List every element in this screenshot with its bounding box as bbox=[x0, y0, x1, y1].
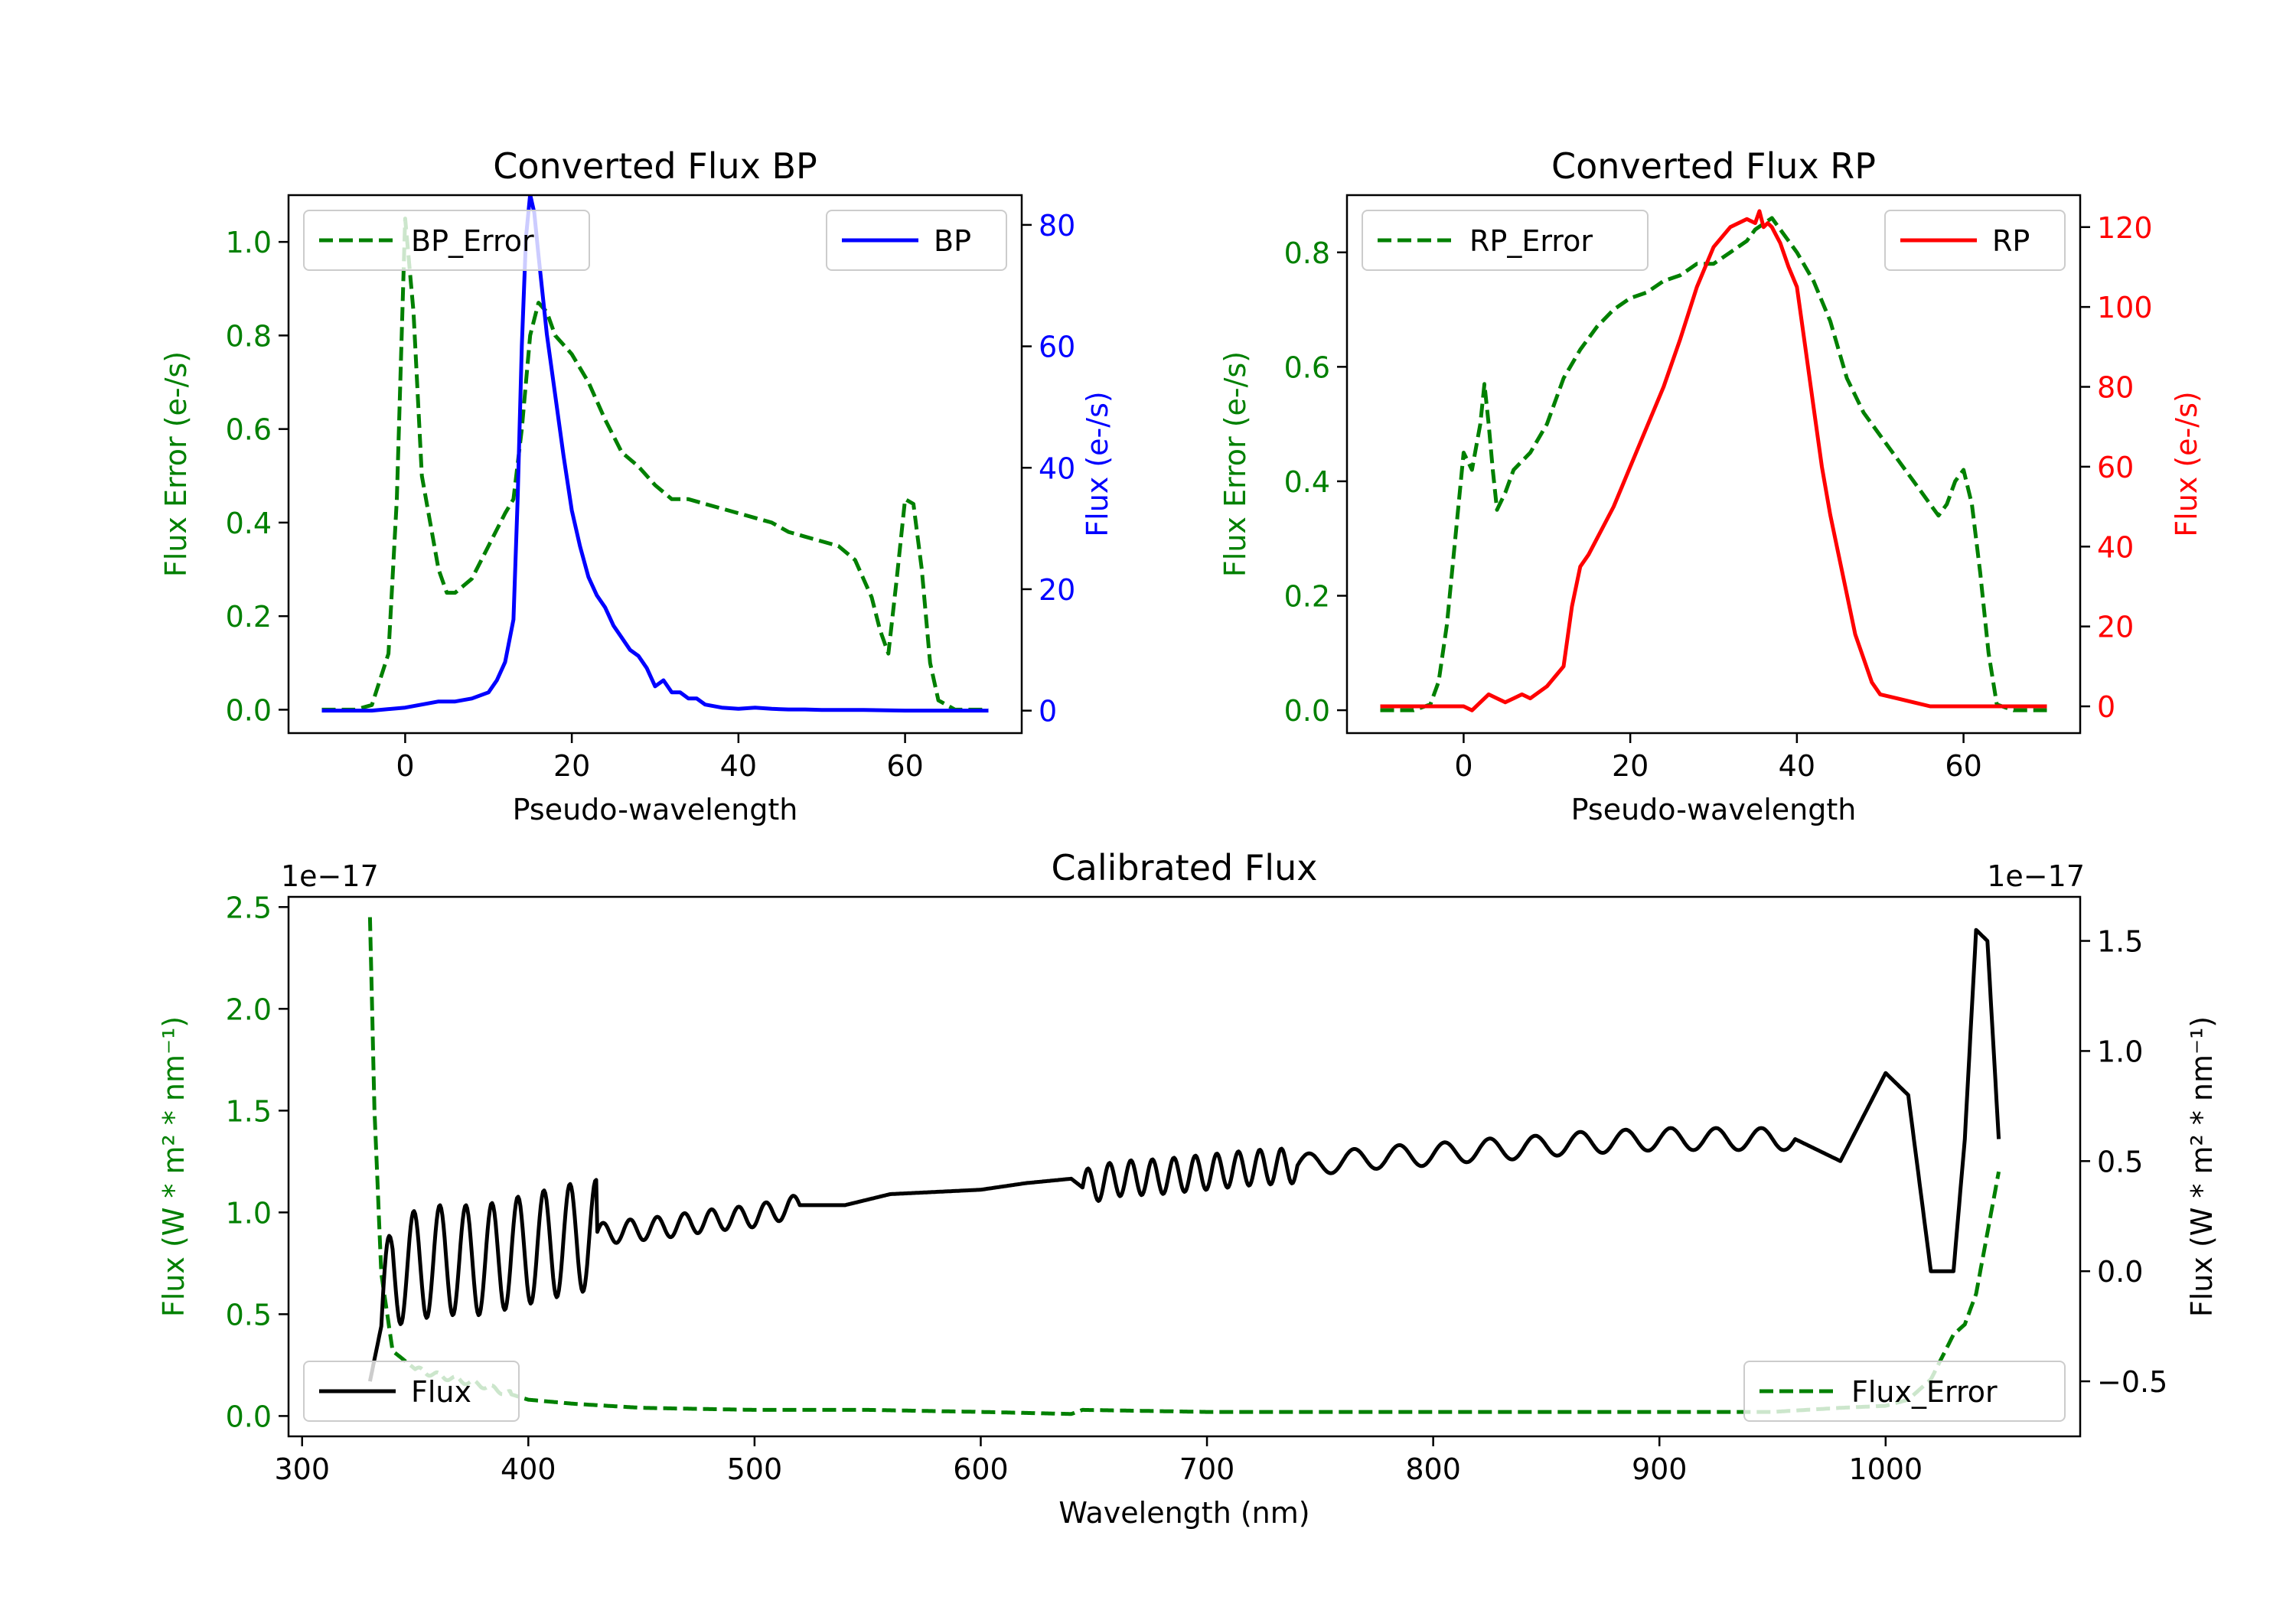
bp-left-tick-label: 0.4 bbox=[226, 507, 272, 540]
bp-right-tick-label: 0 bbox=[1039, 695, 1057, 729]
bp-right-tick-label: 20 bbox=[1039, 573, 1075, 607]
cal-right-tick-label: 1.0 bbox=[2097, 1035, 2143, 1068]
rp-axes-frame bbox=[1345, 194, 2082, 735]
cal-legend-box bbox=[1743, 1361, 2066, 1422]
rp-left-tick-label: 0.2 bbox=[1284, 580, 1330, 614]
rp-left-tick-label: 0.4 bbox=[1284, 465, 1330, 499]
cal-legend-flux: Flux bbox=[303, 1361, 520, 1422]
bp-legend-bp-error: BP_Error bbox=[303, 210, 590, 271]
cal-xtick-label: 900 bbox=[1632, 1452, 1688, 1486]
cal-xtick-label: 400 bbox=[501, 1452, 556, 1486]
rp-left-tick-label: 0.8 bbox=[1284, 236, 1330, 270]
bp-panel: Converted Flux BP 0 20 40 60 Pseudo-wavelengt… bbox=[159, 145, 1114, 826]
rp-right-tick-label: 0 bbox=[2097, 690, 2115, 724]
cal-left-tick-label: 1.0 bbox=[226, 1196, 272, 1230]
rp-right-tick-label: 60 bbox=[2097, 451, 2134, 484]
cal-left-tick-label: 2.5 bbox=[226, 891, 272, 924]
bp-legend-bp: BP bbox=[826, 210, 1007, 271]
cal-right-tick-label: 0.5 bbox=[2097, 1145, 2143, 1178]
bp-legend-label: BP bbox=[934, 224, 971, 258]
rp-left-tick-label: 0.6 bbox=[1284, 350, 1330, 384]
bp-xtick-label: 20 bbox=[553, 749, 590, 783]
cal-legend-label: Flux bbox=[411, 1375, 471, 1409]
cal-series-flux bbox=[367, 927, 2001, 1382]
rp-xtick-label: 40 bbox=[1779, 749, 1815, 783]
rp-right-tick-label: 40 bbox=[2097, 530, 2134, 564]
cal-legend-label: Flux_Error bbox=[1851, 1375, 1998, 1409]
rp-legend-rp-error: RP_Error bbox=[1362, 210, 1649, 271]
rp-xtick-label: 60 bbox=[1945, 749, 1981, 783]
rp-xtick-label: 0 bbox=[1454, 749, 1473, 783]
cal-xlabel: Wavelength (nm) bbox=[1058, 1496, 1309, 1530]
calibrated-panel: Calibrated Flux 300 400 500 600 700 800 900 1000… bbox=[157, 847, 2219, 1530]
rp-legend-box bbox=[1362, 210, 1649, 271]
cal-xtick-label: 300 bbox=[274, 1452, 330, 1486]
rp-xtick-label: 20 bbox=[1612, 749, 1649, 783]
rp-left-tick-label: 0.0 bbox=[1284, 694, 1330, 728]
cal-series-flux-error bbox=[367, 917, 2001, 1416]
bp-axes-frame bbox=[287, 194, 1023, 735]
cal-left-tick-label: 1.5 bbox=[226, 1094, 272, 1128]
rp-right-tick-label: 100 bbox=[2097, 291, 2153, 324]
bp-series-bp bbox=[321, 195, 989, 713]
bp-right-axis-label: Flux (e-/s) bbox=[1081, 391, 1114, 536]
rp-right-tick-label: 80 bbox=[2097, 371, 2134, 405]
cal-xtick-label: 500 bbox=[727, 1452, 783, 1486]
bp-left-tick-label: 1.0 bbox=[226, 226, 272, 259]
cal-axes-frame bbox=[287, 895, 2082, 1438]
bp-right-tick-label: 60 bbox=[1039, 331, 1075, 364]
cal-xtick-label: 1000 bbox=[1848, 1452, 1923, 1486]
bp-right-tick-label: 40 bbox=[1039, 451, 1075, 485]
bp-left-tick-label: 0.0 bbox=[226, 693, 272, 727]
cal-xtick-label: 800 bbox=[1405, 1452, 1461, 1486]
cal-left-offset: 1e−17 bbox=[281, 859, 379, 893]
bp-xtick-label: 40 bbox=[720, 749, 757, 783]
rp-legend-rp: RP bbox=[1884, 210, 2066, 271]
rp-right-tick-label: 120 bbox=[2097, 211, 2153, 245]
cal-xtick-label: 600 bbox=[953, 1452, 1009, 1486]
bp-left-tick-label: 0.2 bbox=[226, 600, 272, 634]
bp-left-tick-label: 0.8 bbox=[226, 319, 272, 353]
bp-series-bp-error bbox=[321, 217, 989, 712]
bp-xtick-label: 0 bbox=[396, 749, 414, 783]
bp-legend-box bbox=[303, 210, 590, 271]
rp-right-axis-label: Flux (e-/s) bbox=[2170, 391, 2203, 536]
cal-legend-flux-error: Flux_Error bbox=[1743, 1361, 2066, 1422]
cal-right-offset: 1e−17 bbox=[1987, 859, 2085, 893]
rp-panel: Converted Flux RP 0 20 40 60 Pseudo-wavelengt… bbox=[1218, 145, 2203, 826]
cal-left-tick-label: 2.0 bbox=[226, 993, 272, 1026]
rp-series-rp bbox=[1380, 209, 2047, 712]
rp-xlabel: Pseudo-wavelength bbox=[1571, 793, 1857, 826]
bp-right-tick-label: 80 bbox=[1039, 209, 1075, 243]
cal-title: Calibrated Flux bbox=[1052, 847, 1318, 888]
cal-right-tick-label: −0.5 bbox=[2097, 1365, 2167, 1399]
cal-left-tick-label: 0.0 bbox=[226, 1400, 272, 1433]
cal-left-tick-label: 0.5 bbox=[226, 1298, 272, 1332]
cal-legend-box bbox=[303, 1361, 520, 1422]
bp-left-axis-label: Flux Error (e-/s) bbox=[159, 351, 193, 577]
rp-title: Converted Flux RP bbox=[1551, 145, 1876, 187]
cal-right-axis-label: Flux (W * m² * nm⁻¹) bbox=[2185, 1016, 2219, 1317]
cal-left-axis-label: Flux (W * m² * nm⁻¹) bbox=[157, 1016, 191, 1317]
bp-left-tick-label: 0.6 bbox=[226, 413, 272, 447]
rp-series-rp-error bbox=[1380, 216, 2047, 712]
rp-right-tick-label: 20 bbox=[2097, 611, 2134, 644]
cal-right-tick-label: 1.5 bbox=[2097, 925, 2143, 959]
bp-legend-label: BP_Error bbox=[411, 224, 534, 258]
rp-legend-label: RP_Error bbox=[1469, 224, 1593, 258]
bp-title: Converted Flux BP bbox=[493, 145, 817, 187]
cal-xtick-label: 700 bbox=[1179, 1452, 1235, 1486]
bp-xlabel: Pseudo-wavelength bbox=[513, 793, 798, 826]
cal-right-tick-label: 0.0 bbox=[2097, 1255, 2143, 1289]
rp-legend-label: RP bbox=[1992, 224, 2030, 258]
bp-xtick-label: 60 bbox=[886, 749, 923, 783]
rp-left-axis-label: Flux Error (e-/s) bbox=[1218, 351, 1252, 577]
